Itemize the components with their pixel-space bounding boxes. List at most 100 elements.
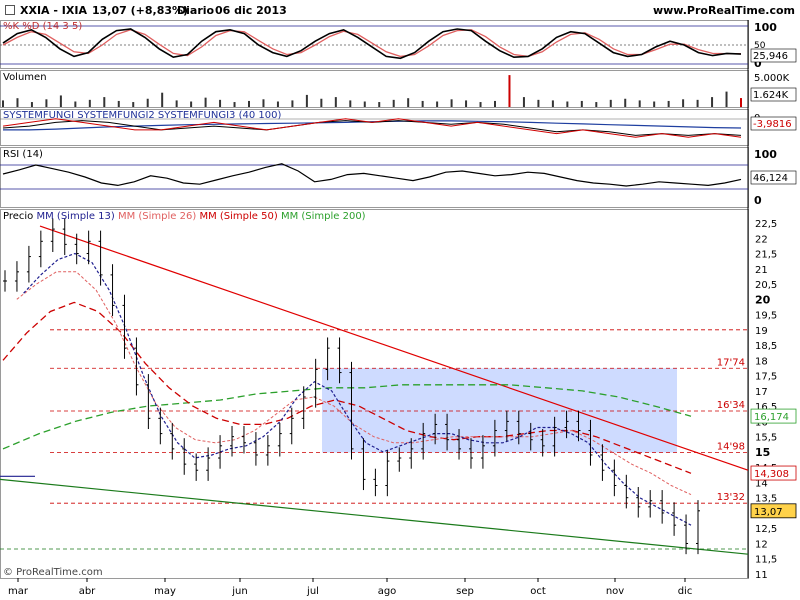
sf1-line	[2, 118, 742, 138]
legend-price: Precio	[3, 211, 34, 222]
volume-bar	[566, 101, 569, 107]
volume-bar	[233, 102, 236, 107]
volume-bar	[537, 99, 540, 107]
panel-frame-vol	[0, 70, 749, 108]
volume-bar	[740, 98, 742, 107]
volume-bar	[204, 97, 207, 107]
consolidation-zone	[322, 368, 677, 453]
panel-frame-rsi	[0, 147, 749, 208]
volume-bar	[407, 98, 410, 107]
price-tick-label: 17	[755, 387, 768, 398]
price-tick-label: 19	[755, 326, 768, 337]
stoch-tick-100: 100	[754, 21, 777, 34]
price-value-box	[750, 408, 797, 424]
volume-bar	[16, 98, 19, 107]
resistance-trendline	[39, 225, 749, 471]
x-tick-label: mar	[8, 586, 29, 597]
rsi-title: RSI (14)	[3, 149, 43, 160]
volume-title: Volumen	[3, 72, 47, 83]
volume-bar	[522, 97, 525, 107]
stoch-d-line	[2, 29, 741, 58]
symbol-label: XXIA - IXIA	[20, 4, 87, 17]
volume-bar	[146, 98, 149, 107]
price-tick-label: 15	[755, 446, 770, 459]
mm13-line	[23, 252, 692, 526]
legend-mm50: MM (Simple 50)	[199, 211, 278, 222]
sf3-line	[3, 120, 742, 131]
x-tick-label: oct	[530, 586, 546, 597]
volume-last-box	[750, 87, 797, 102]
symbol-icon	[5, 5, 15, 15]
x-tick-label: nov	[606, 586, 624, 597]
legend-mm200: MM (Simple 200)	[280, 211, 366, 222]
price-tick-label: 22,5	[755, 219, 777, 230]
x-tick-label: jun	[231, 586, 247, 597]
rsi-line	[2, 163, 742, 187]
x-tick-label: abr	[79, 586, 96, 597]
volume-bar	[479, 102, 482, 107]
stoch-k-line	[2, 28, 742, 60]
stoch-last-value: 25,946	[753, 51, 788, 62]
volume-bar	[378, 102, 381, 107]
price-tick-label: 19,5	[755, 311, 777, 322]
rsi-last-value: 46,124	[753, 173, 788, 184]
volume-bar	[349, 100, 352, 107]
site-label[interactable]: www.ProRealTime.com	[652, 4, 795, 17]
volume-bar	[262, 99, 265, 107]
price-value-box	[750, 465, 797, 481]
volume-bar	[334, 97, 337, 107]
header-bar: XXIA - IXIA 13,07 (+8,83%) Diario 06 dic…	[0, 0, 800, 20]
x-tick-label: dic	[678, 586, 693, 597]
volume-bar	[638, 100, 641, 107]
volume-bar	[175, 100, 178, 107]
sf-last-value: -3,9816	[753, 119, 792, 130]
volume-bar	[551, 100, 554, 107]
volume-bar	[436, 101, 439, 107]
volume-bar	[580, 100, 583, 107]
volume-bar	[465, 100, 468, 107]
volume-bar	[2, 100, 4, 107]
price-tick-label: 13,5	[755, 494, 777, 505]
volume-bar	[725, 91, 728, 107]
volume-bar	[59, 95, 62, 107]
level-label: 14'98	[717, 442, 745, 453]
volume-bar	[494, 100, 496, 107]
price-tick-label: 11,5	[755, 555, 777, 566]
stoch-tick-0: 0	[754, 57, 762, 70]
volume-bar	[45, 99, 48, 107]
level-label: 13'32	[717, 492, 745, 503]
volume-bar	[682, 99, 685, 107]
volume-bar	[219, 99, 222, 107]
price-tick-label: 12,5	[755, 524, 777, 535]
volume-bar	[74, 101, 77, 107]
volume-bar	[711, 97, 714, 107]
stoch-tick-50: 50	[754, 41, 766, 51]
price-value-box	[750, 503, 797, 519]
price-tick-label: 22	[755, 234, 768, 245]
period-label: Diario	[177, 4, 215, 17]
price-tick-label: 18	[755, 356, 768, 367]
volume-last-value: 1.624K	[753, 90, 789, 101]
price-legend: Precio MM (Simple 13) MM (Simple 26) MM …	[3, 211, 366, 222]
volume-bar	[291, 100, 294, 107]
volume-bar	[667, 100, 670, 107]
volume-bar	[117, 100, 120, 107]
volume-bar	[305, 94, 308, 107]
x-tick-label: ago	[378, 586, 397, 597]
rsi-tick-0: 0	[754, 194, 762, 207]
volume-bar	[363, 101, 366, 107]
volume-bar	[276, 101, 279, 107]
volume-bar	[103, 97, 106, 107]
volume-bar	[190, 101, 193, 107]
volume-bar	[508, 75, 511, 107]
sf-last-box	[750, 116, 797, 131]
volume-bar	[88, 99, 91, 107]
price-tick-label: 18,5	[755, 341, 777, 352]
price-tick-label: 16,5	[755, 402, 777, 413]
mm26-line	[16, 271, 692, 496]
price-tick-label: 11	[755, 570, 768, 581]
volume-bar	[320, 98, 323, 107]
rsi-tick-100: 100	[754, 148, 777, 161]
